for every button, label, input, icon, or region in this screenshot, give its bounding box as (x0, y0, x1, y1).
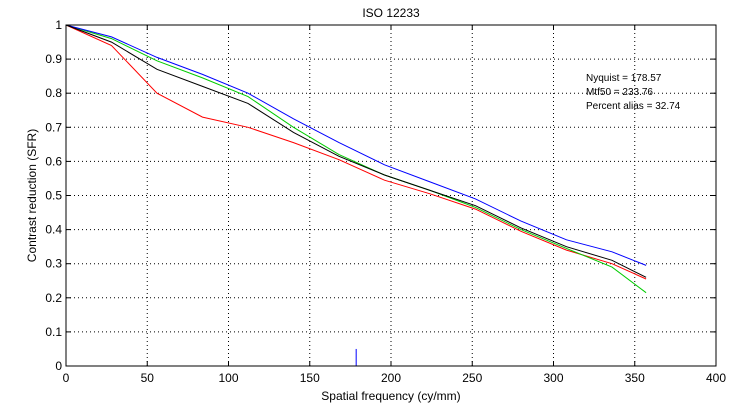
tick-labels: 0 50 100 150 200 250 300 350 400 0 0.1 0.2 0.3 0.4 0.5… (45, 18, 726, 385)
series-line-1 (65, 24, 647, 280)
x-tick-label: 150 (300, 371, 320, 385)
y-tick-label: 0 (55, 359, 62, 373)
annotation-nyquist: Nyquist = 178.57 (586, 73, 662, 84)
y-tick-label: 0.9 (45, 52, 62, 66)
y-tick-label: 0.1 (45, 325, 62, 339)
annotation-mtf50: Mtf50 = 233.76 (586, 87, 653, 98)
x-tick-label: 50 (141, 371, 155, 385)
chart-title: ISO 12233 (362, 6, 420, 20)
y-tick-label: 0.7 (45, 120, 62, 134)
x-axis-label: Spatial frequency (cy/mm) (321, 389, 460, 403)
annotations: Nyquist = 178.57 Mtf50 = 233.76 Percent … (586, 73, 681, 112)
grid (66, 25, 716, 366)
series-line-3 (65, 24, 647, 266)
ticks (65, 24, 717, 367)
x-tick-label: 300 (543, 371, 563, 385)
series-line-2 (65, 24, 647, 294)
series-layer (65, 24, 647, 294)
y-tick-label: 0.4 (45, 223, 62, 237)
y-tick-label: 1 (55, 18, 62, 32)
x-tick-label: 0 (63, 371, 70, 385)
x-tick-label: 250 (462, 371, 482, 385)
series-line-4 (65, 24, 647, 278)
y-tick-label: 0.6 (45, 154, 62, 168)
x-tick-label: 100 (218, 371, 238, 385)
x-tick-label: 200 (381, 371, 401, 385)
y-tick-label: 0.8 (45, 86, 62, 100)
y-tick-label: 0.3 (45, 257, 62, 271)
x-tick-label: 400 (706, 371, 726, 385)
y-tick-label: 0.5 (45, 189, 62, 203)
y-tick-label: 0.2 (45, 291, 62, 305)
x-tick-label: 350 (625, 371, 645, 385)
y-axis-label: Contrast reduction (SFR) (25, 129, 39, 262)
annotation-percent-alias: Percent alias = 32.74 (586, 101, 681, 112)
